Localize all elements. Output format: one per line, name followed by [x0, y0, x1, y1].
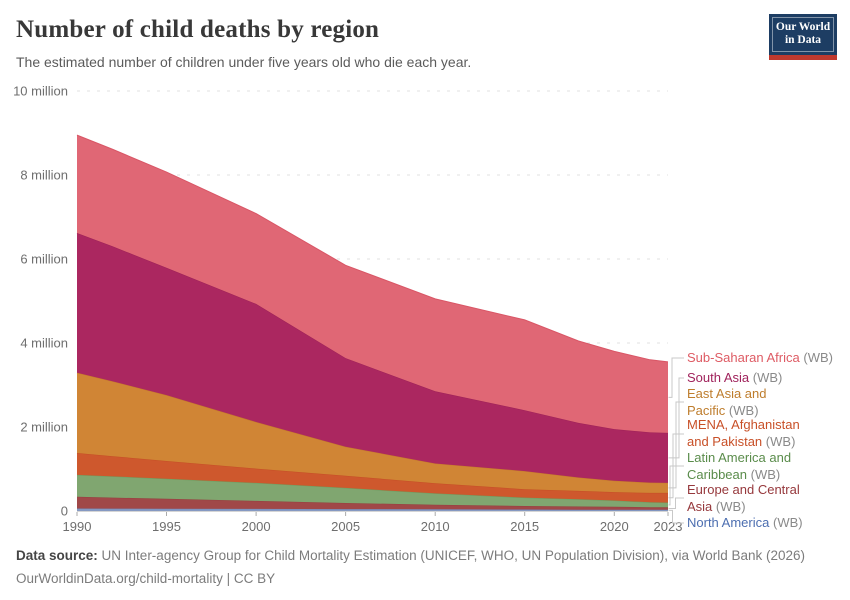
- legend-suffix-wb: (WB): [773, 515, 803, 530]
- legend-label: South Asia: [687, 370, 750, 385]
- svg-text:4 million: 4 million: [20, 336, 68, 351]
- footer: Data source: UN Inter-agency Group for C…: [16, 544, 836, 590]
- legend-suffix-wb: (WB): [750, 466, 781, 482]
- svg-text:2 million: 2 million: [20, 420, 68, 435]
- svg-text:10 million: 10 million: [13, 84, 68, 99]
- legend-item-south-asia[interactable]: South Asia (WB): [687, 370, 850, 387]
- svg-text:2015: 2015: [510, 519, 539, 534]
- data-source-line: Data source: UN Inter-agency Group for C…: [16, 544, 836, 567]
- owid-logo-frame: Our World in Data: [772, 17, 834, 52]
- data-source-text: UN Inter-agency Group for Child Mortalit…: [101, 548, 806, 563]
- svg-text:6 million: 6 million: [20, 252, 68, 267]
- legend-suffix-wb: (WB): [765, 433, 796, 449]
- legend-suffix-wb: (WB): [728, 402, 759, 418]
- legend-label: Europe and Central Asia: [687, 482, 800, 514]
- legend-item-europe-central-asia[interactable]: Europe and Central Asia (WB): [687, 482, 813, 515]
- svg-text:1990: 1990: [63, 519, 92, 534]
- svg-text:2005: 2005: [331, 519, 360, 534]
- owid-logo-red-bar: [769, 55, 837, 60]
- owid-logo[interactable]: Our World in Data: [769, 14, 837, 60]
- citation-line: OurWorldinData.org/child-mortality | CC …: [16, 571, 276, 586]
- svg-text:2000: 2000: [242, 519, 271, 534]
- owid-logo-text-line1: Our World: [775, 21, 831, 33]
- legend-item-east-asia-pacific[interactable]: East Asia and Pacific (WB): [687, 386, 807, 419]
- svg-text:1995: 1995: [152, 519, 181, 534]
- legend-suffix-wb: (WB): [752, 370, 783, 385]
- data-source-label: Data source:: [16, 548, 98, 563]
- legend-item-latin-america-caribbean[interactable]: Latin America and Caribbean (WB): [687, 450, 813, 483]
- svg-text:0: 0: [61, 504, 68, 519]
- legend-label: East Asia and Pacific: [687, 386, 767, 418]
- svg-text:2010: 2010: [421, 519, 450, 534]
- legend-suffix-wb: (WB): [715, 498, 746, 514]
- legend-item-north-america[interactable]: North America (WB): [687, 515, 850, 532]
- legend-item-mena-afghanistan-pakistan[interactable]: MENA, Afghanistan and Pakistan (WB): [687, 417, 813, 450]
- legend-label: Latin America and Caribbean: [687, 450, 792, 482]
- svg-text:8 million: 8 million: [20, 168, 68, 183]
- legend-label: Sub-Saharan Africa: [687, 350, 800, 365]
- svg-text:2020: 2020: [600, 519, 629, 534]
- svg-text:2023: 2023: [654, 519, 683, 534]
- legend-item-sub-saharan-africa[interactable]: Sub-Saharan Africa (WB): [687, 350, 850, 367]
- chart-subtitle: The estimated number of children under f…: [16, 54, 472, 70]
- legend-label: North America: [687, 515, 770, 530]
- legend-label: MENA, Afghanistan and Pakistan: [687, 417, 800, 449]
- legend-suffix-wb: (WB): [803, 350, 833, 365]
- owid-logo-text-line2: in Data: [784, 34, 822, 46]
- page-title: Number of child deaths by region: [16, 16, 380, 43]
